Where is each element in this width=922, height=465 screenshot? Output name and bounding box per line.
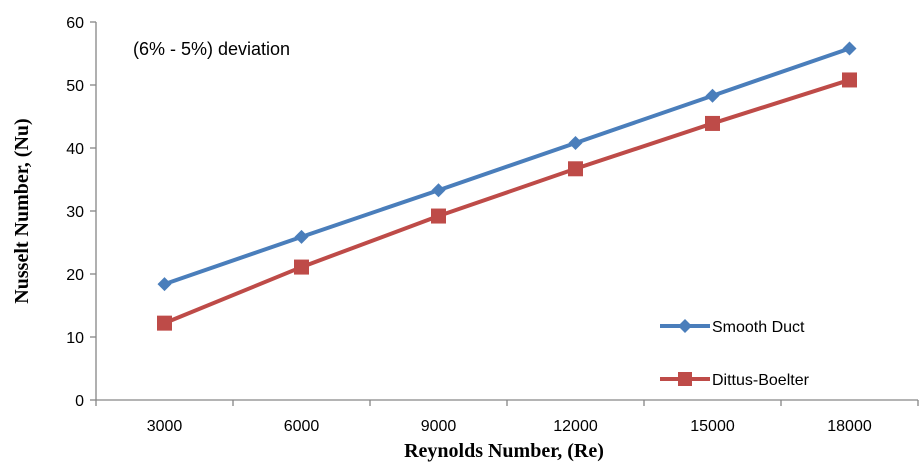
legend-marker-square	[678, 372, 692, 386]
x-tick-label: 18000	[827, 418, 872, 435]
y-tick-label: 10	[66, 330, 84, 347]
y-tick-label: 30	[66, 204, 84, 221]
series-line-dittus-boelter	[163, 78, 851, 325]
data-point-dittus-boelter	[842, 72, 857, 88]
data-point-dittus-boelter	[431, 208, 446, 224]
data-point-smooth-duct	[294, 229, 309, 244]
deviation-annotation: (6% - 5%) deviation	[133, 39, 290, 59]
series-layer	[157, 41, 857, 331]
x-tick-label: 15000	[690, 418, 735, 435]
data-point-dittus-boelter	[568, 161, 583, 177]
data-point-smooth-duct	[568, 135, 583, 150]
legend-label-smooth-duct: Smooth Duct	[712, 319, 805, 336]
data-point-dittus-boelter	[294, 259, 309, 275]
y-tick-label: 40	[66, 141, 84, 158]
y-ticks: 0 10 20 30 40 50 60	[66, 15, 96, 410]
data-point-dittus-boelter	[705, 115, 720, 131]
data-point-dittus-boelter	[157, 315, 172, 331]
legend-item-smooth-duct: Smooth Duct	[660, 319, 805, 336]
y-tick-label: 20	[66, 267, 84, 284]
x-tick-label: 12000	[553, 418, 598, 435]
legend-marker-diamond	[678, 319, 692, 333]
x-tick-label: 6000	[284, 418, 320, 435]
data-point-smooth-duct	[705, 88, 720, 103]
y-tick-label: 0	[75, 393, 84, 410]
data-point-smooth-duct	[157, 277, 172, 292]
data-point-smooth-duct	[842, 41, 857, 56]
y-tick-label: 50	[66, 78, 84, 95]
data-point-smooth-duct	[431, 183, 446, 198]
y-tick-label: 60	[66, 15, 84, 32]
legend: Smooth Duct Dittus-Boelter	[660, 319, 810, 389]
series-line-smooth-duct	[163, 46, 851, 286]
legend-item-dittus-boelter: Dittus-Boelter	[660, 372, 810, 389]
x-axis-title: Reynolds Number, (Re)	[404, 440, 604, 462]
x-tick-label: 9000	[421, 418, 457, 435]
legend-label-dittus-boelter: Dittus-Boelter	[712, 372, 810, 389]
y-axis-title: Nusselt Number, (Nu)	[11, 118, 33, 303]
x-ticks: 3000 6000 9000 12000 15000 18000	[95, 400, 919, 435]
x-tick-label: 3000	[147, 418, 183, 435]
